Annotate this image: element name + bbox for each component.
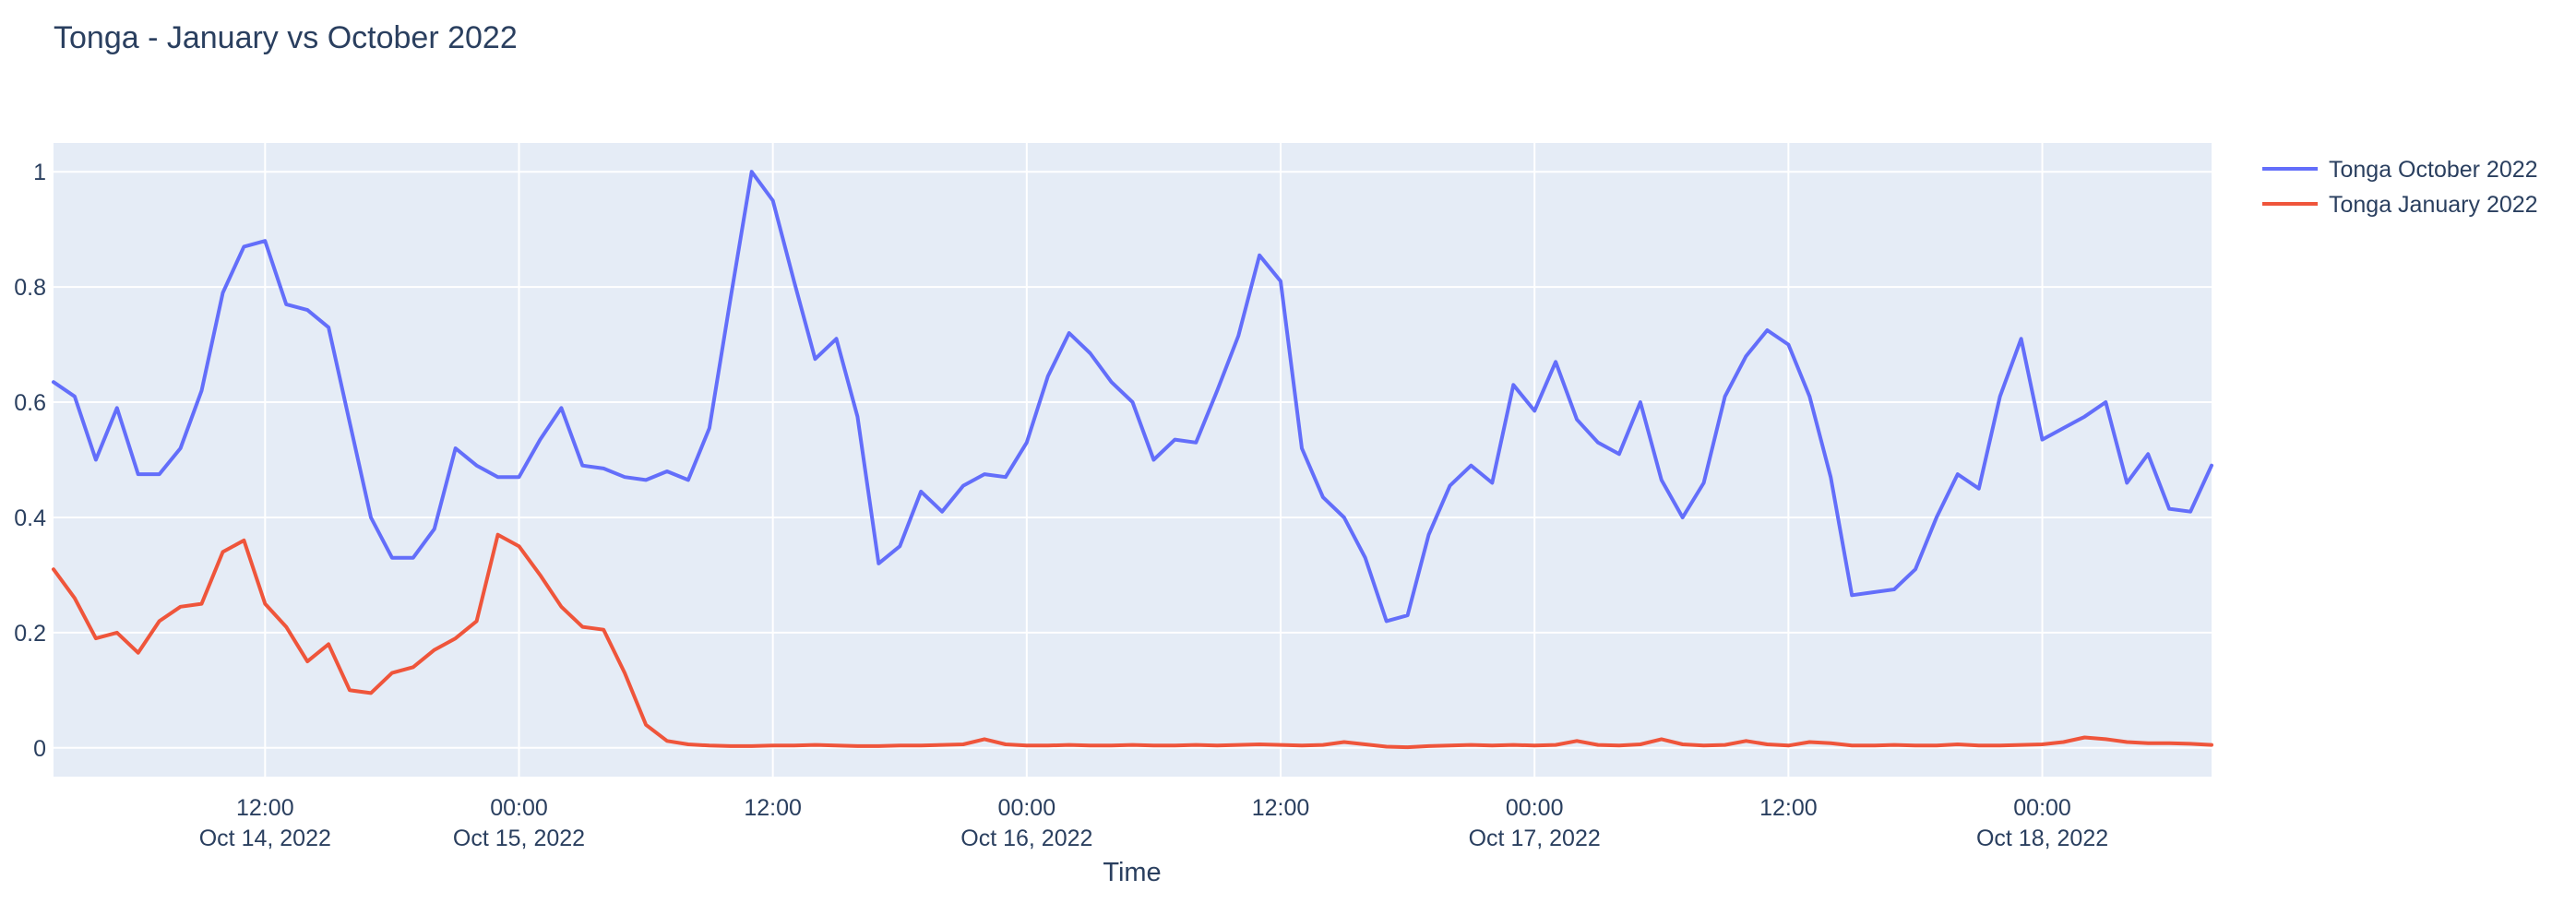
- y-tick-label: 0.6: [14, 390, 46, 416]
- x-tick-label: 12:00: [236, 795, 294, 821]
- x-tick-label: Oct 18, 2022: [1976, 826, 2108, 851]
- legend-item-label: Tonga October 2022: [2329, 157, 2538, 183]
- x-tick-label: 00:00: [1506, 795, 1564, 821]
- chart-title: Tonga - January vs October 2022: [54, 20, 518, 55]
- series-line-january[interactable]: [52, 532, 2213, 750]
- x-tick-label: 00:00: [2013, 795, 2071, 821]
- y-tick-label: 0: [33, 736, 46, 762]
- y-tick-label: 1: [33, 160, 46, 185]
- y-tick-label: 0.4: [14, 505, 46, 531]
- plot-layer: [52, 143, 2213, 777]
- x-tick-label: Oct 15, 2022: [453, 826, 585, 851]
- x-tick-label: Oct 14, 2022: [199, 826, 331, 851]
- legend: Tonga October 2022 Tonga January 2022: [2262, 157, 2538, 218]
- x-tick-label: Oct 17, 2022: [1469, 826, 1601, 851]
- series-line-october[interactable]: [52, 170, 2213, 624]
- x-axis-title: Time: [1103, 858, 1161, 887]
- x-tick-label: Oct 16, 2022: [960, 826, 1092, 851]
- x-tick-label: 12:00: [1759, 795, 1818, 821]
- legend-item-label: Tonga January 2022: [2329, 192, 2538, 218]
- plot-background: [54, 143, 2212, 777]
- legend-item-october[interactable]: Tonga October 2022: [2262, 157, 2538, 183]
- x-tick-label: 12:00: [744, 795, 802, 821]
- y-tick-label: 0.8: [14, 275, 46, 301]
- legend-item-january[interactable]: Tonga January 2022: [2262, 192, 2538, 218]
- x-tick-label: 00:00: [490, 795, 548, 821]
- x-tick-label: 00:00: [998, 795, 1056, 821]
- x-tick-label: 12:00: [1252, 795, 1310, 821]
- y-tick-label: 0.2: [14, 621, 46, 647]
- axis-layer: 0 0.2 0.4 0.6 0.8 1 12:00 Oct 14, 2022 00:00 Oct …: [14, 160, 2108, 851]
